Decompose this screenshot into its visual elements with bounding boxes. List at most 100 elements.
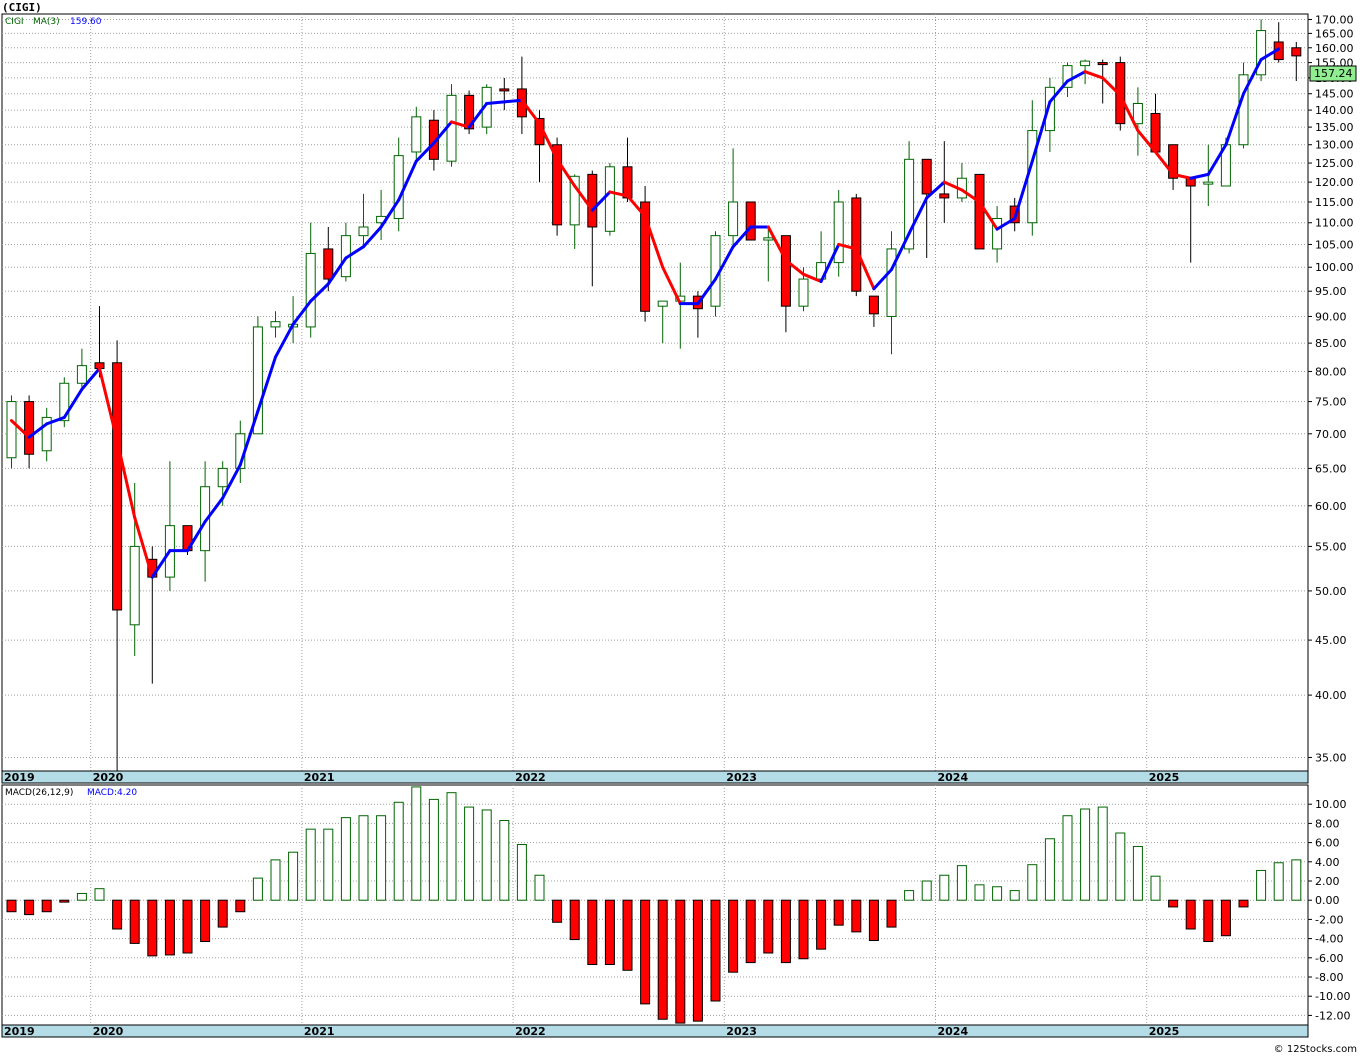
candle-body — [1168, 144, 1179, 179]
candle-body — [446, 94, 457, 162]
macd-bar — [41, 899, 52, 913]
ma-segment — [1066, 70, 1087, 83]
ma-segment — [115, 439, 137, 520]
price-tick-label: 85.00 — [1315, 337, 1347, 350]
ma-segment — [661, 265, 682, 306]
ma-segment — [414, 141, 436, 163]
macd-tick-label: 6.00 — [1315, 837, 1340, 850]
ma-segment — [485, 100, 506, 106]
price-year-label: 2021 — [304, 771, 335, 784]
last-price-box — [1309, 65, 1357, 82]
macd-bar — [921, 880, 932, 901]
price-year-label: 2025 — [1149, 771, 1180, 784]
macd-bar — [270, 859, 281, 901]
price-tick-label: 45.00 — [1315, 634, 1347, 647]
macd-bar — [428, 798, 439, 901]
price-tick-label: 40.00 — [1315, 689, 1347, 702]
macd-bar — [974, 884, 985, 901]
macd-tick-label: -8.00 — [1315, 971, 1343, 984]
candle-body — [41, 416, 52, 452]
macd-bar — [147, 899, 158, 957]
candle — [552, 137, 563, 236]
macd-bar — [252, 877, 263, 901]
macd-bar — [164, 899, 175, 956]
footer-credit: © 12Stocks.com — [1274, 1044, 1357, 1055]
price-tick-label: 95.00 — [1315, 285, 1347, 298]
price-tick-label: 170.00 — [1315, 13, 1354, 26]
candle — [921, 158, 932, 258]
candle-body — [569, 175, 580, 226]
price-tick-label: 130.00 — [1315, 139, 1354, 152]
ma-segment — [150, 549, 172, 579]
legend-symbol: CIGI — [5, 17, 24, 27]
macd-bar — [393, 801, 404, 901]
candle — [974, 173, 985, 250]
ma-segment — [942, 180, 964, 192]
macd-year-label: 2023 — [726, 1025, 757, 1038]
macd-bar — [1150, 875, 1161, 901]
macd-year-label: 2022 — [515, 1025, 546, 1038]
macd-bar — [816, 899, 827, 950]
price-year-band — [1, 770, 1309, 784]
macd-bar — [59, 899, 70, 903]
candle-body — [1256, 30, 1267, 76]
macd-bar — [1168, 899, 1179, 908]
price-y-axis: 35.00 40.00 45.00 50.00 55.00 60.00 65.00 70.00… — [1308, 13, 1354, 764]
ma-segment — [62, 387, 84, 419]
macd-year-label: 2020 — [93, 1025, 124, 1038]
ma-segment — [1154, 150, 1175, 176]
candle-body — [464, 94, 475, 130]
ma-segment — [1013, 159, 1034, 221]
price-tick-label: 60.00 — [1315, 500, 1347, 513]
ma-segment — [274, 322, 295, 359]
macd-bar — [76, 892, 87, 901]
price-year-labels: 2019 2020 2021 2022 2023 2024 2025 — [4, 771, 1179, 784]
macd-bar — [534, 874, 545, 901]
candle-body — [270, 321, 281, 328]
ma-segment — [80, 367, 101, 391]
macd-bar — [1203, 899, 1214, 942]
price-tick-label: 80.00 — [1315, 365, 1347, 378]
candle-body — [728, 201, 739, 237]
price-tick-label: 55.00 — [1315, 540, 1347, 553]
macd-tick-label: -12.00 — [1315, 1009, 1350, 1022]
macd-bar — [340, 817, 351, 901]
price-tick-label: 110.00 — [1315, 217, 1354, 230]
price-panel — [1, 13, 1309, 772]
ma-segment — [450, 120, 471, 129]
macd-bar — [886, 899, 897, 928]
ma-segment — [467, 102, 489, 129]
ma-segment — [10, 419, 31, 439]
macd-bar — [112, 899, 123, 930]
candle-body — [587, 173, 598, 228]
candle — [411, 106, 422, 164]
macd-bar — [904, 890, 915, 901]
candle-body — [217, 467, 228, 488]
candle-body — [1132, 103, 1143, 125]
candle-body — [780, 235, 791, 307]
ma-segment — [960, 188, 981, 204]
candle-body — [886, 248, 897, 317]
macd-legend-value: MACD:4.20 — [87, 788, 137, 798]
macd-bar — [992, 886, 1003, 901]
candle — [499, 77, 510, 111]
ma-segment — [186, 520, 207, 553]
ma-segment — [27, 422, 49, 439]
ma-segment — [221, 463, 242, 500]
macd-bar — [6, 899, 17, 913]
chart-title: (CIGI) — [2, 1, 42, 14]
candle — [358, 193, 369, 245]
macd-tick-label: -4.00 — [1315, 933, 1343, 946]
ma-segment — [133, 516, 154, 579]
price-tick-label: 165.00 — [1315, 27, 1354, 40]
candle — [323, 227, 334, 292]
macd-bar — [939, 874, 950, 901]
candle-body — [112, 362, 123, 611]
macd-bar — [569, 899, 580, 941]
macd-tick-label: -6.00 — [1315, 952, 1343, 965]
ma-segment — [784, 258, 805, 276]
ma-segment — [1189, 172, 1210, 180]
ma-segment — [802, 272, 823, 283]
ma-segment — [291, 299, 313, 326]
ma-segment — [1101, 76, 1122, 97]
